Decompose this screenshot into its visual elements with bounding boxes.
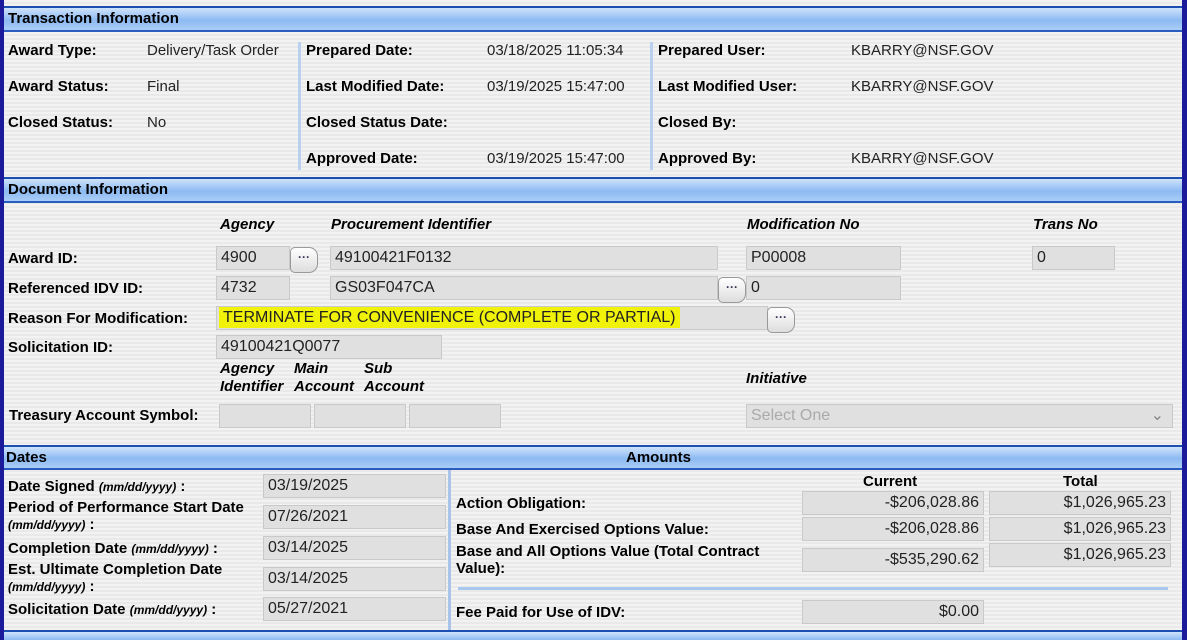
transaction-header: Transaction Information (4, 6, 1182, 32)
section-title: Document Information (8, 181, 168, 198)
approved-by-value: KBARRY@NSF.GOV (851, 150, 994, 167)
date-signed-field[interactable]: 03/19/2025 (263, 474, 446, 498)
idv-agency-field[interactable]: 4732 (216, 276, 290, 300)
base-exercised-current[interactable]: -$206,028.86 (802, 517, 984, 541)
closed-status-value: No (147, 114, 167, 131)
approved-date-value: 03/19/2025 15:47:00 (487, 150, 625, 167)
divider (448, 470, 451, 630)
base-all-options-total[interactable]: $1,026,965.23 (989, 543, 1171, 567)
ult-completion-label: Est. Ultimate Completion Date (mm/dd/yyyy… (8, 561, 223, 595)
pop-start-label: Period of Performance Start Date (mm/dd/y… (8, 499, 244, 533)
col-current: Current (863, 473, 918, 490)
action-obligation-total[interactable]: $1,026,965.23 (989, 491, 1171, 515)
last-modified-date-value: 03/19/2025 15:47:00 (487, 78, 625, 95)
award-type-value: Delivery/Task Order (147, 42, 279, 59)
chevron-down-icon: ⌄ (1150, 407, 1164, 424)
solicitation-date-label: Solicitation Date (mm/dd/yyyy) : (8, 601, 217, 618)
prepared-user-value: KBARRY@NSF.GOV (851, 42, 994, 59)
section-title: Transaction Information (8, 10, 179, 27)
divider (298, 42, 301, 170)
action-obligation-label: Action Obligation: (456, 495, 586, 512)
base-all-options-current[interactable]: -$535,290.62 (802, 548, 984, 572)
base-all-options-label: Base and All Options Value (Total Contra… (456, 543, 760, 577)
tas-col-sub-account: Sub Account (364, 360, 424, 395)
reason-field[interactable]: TERMINATE FOR CONVENIENCE (COMPLETE OR P… (216, 306, 768, 330)
amounts-title: Amounts (626, 449, 691, 466)
last-modified-user-value: KBARRY@NSF.GOV (851, 78, 994, 95)
dates-title: Dates (6, 449, 47, 466)
ult-completion-field[interactable]: 03/14/2025 (263, 567, 446, 591)
bottom-bar (4, 630, 1182, 640)
reason-value: TERMINATE FOR CONVENIENCE (COMPLETE OR P… (219, 307, 680, 328)
divider (458, 587, 1168, 590)
page: Transaction Information Award Type: Deli… (4, 0, 1182, 640)
prepared-date-value: 03/18/2025 11:05:34 (487, 42, 624, 59)
initiative-select[interactable]: Select One ⌄ (746, 404, 1173, 428)
last-modified-date-label: Last Modified Date: (306, 78, 445, 95)
tas-main-account-field[interactable] (314, 404, 406, 428)
dates-amounts-header: Dates Amounts (4, 445, 1182, 470)
more-icon: ··· (726, 280, 738, 294)
idv-id-label: Referenced IDV ID: (8, 280, 144, 297)
initiative-label: Initiative (746, 370, 807, 387)
idv-procurement-field[interactable]: GS03F047CA (330, 276, 718, 300)
initiative-placeholder: Select One (751, 407, 831, 424)
date-signed-label: Date Signed (mm/dd/yyyy) : (8, 478, 186, 495)
base-exercised-total[interactable]: $1,026,965.23 (989, 517, 1171, 541)
solicitation-id-label: Solicitation ID: (8, 339, 113, 356)
idv-modification-field[interactable]: 0 (746, 276, 901, 300)
pop-start-field[interactable]: 07/26/2021 (263, 505, 446, 529)
award-trans-field[interactable]: 0 (1032, 246, 1115, 270)
closed-status-label: Closed Status: (8, 114, 114, 131)
more-icon: ··· (298, 250, 310, 264)
solicitation-date-field[interactable]: 05/27/2021 (263, 597, 446, 621)
award-procurement-field[interactable]: 49100421F0132 (330, 246, 718, 270)
col-procurement-identifier: Procurement Identifier (331, 216, 492, 233)
closed-by-label: Closed By: (658, 114, 737, 131)
fee-field[interactable]: $0.00 (802, 600, 984, 624)
col-agency: Agency (220, 216, 275, 233)
completion-date-label: Completion Date (mm/dd/yyyy) : (8, 540, 218, 557)
award-agency-field[interactable]: 4900 (216, 246, 290, 270)
award-lookup-button[interactable]: ··· (290, 247, 318, 273)
col-modification-no: Modification No (747, 216, 860, 233)
approved-by-label: Approved By: (658, 150, 757, 167)
idv-lookup-button[interactable]: ··· (718, 277, 746, 303)
col-total: Total (1063, 473, 1098, 490)
solicitation-id-field[interactable]: 49100421Q0077 (216, 335, 442, 359)
tas-col-main-account: Main Account (294, 360, 354, 395)
award-status-value: Final (147, 78, 180, 95)
award-status-label: Award Status: (8, 78, 109, 95)
award-type-label: Award Type: (8, 42, 97, 59)
tas-sub-account-field[interactable] (409, 404, 501, 428)
award-modification-field[interactable]: P00008 (746, 246, 901, 270)
prepared-user-label: Prepared User: (658, 42, 766, 59)
approved-date-label: Approved Date: (306, 150, 418, 167)
reason-label: Reason For Modification: (8, 310, 188, 327)
completion-date-field[interactable]: 03/14/2025 (263, 536, 446, 560)
base-exercised-label: Base And Exercised Options Value: (456, 521, 709, 538)
divider (650, 42, 653, 170)
action-obligation-current[interactable]: -$206,028.86 (802, 491, 984, 515)
tas-col-agency-identifier: Agency Identifier (220, 360, 284, 395)
fee-label: Fee Paid for Use of IDV: (456, 604, 626, 621)
prepared-date-label: Prepared Date: (306, 42, 413, 59)
reason-lookup-button[interactable]: ··· (767, 307, 795, 333)
award-id-label: Award ID: (8, 250, 78, 267)
last-modified-user-label: Last Modified User: (658, 78, 798, 95)
more-icon: ··· (775, 310, 787, 324)
closed-status-date-label: Closed Status Date: (306, 114, 448, 131)
tas-agency-identifier-field[interactable] (219, 404, 311, 428)
document-header: Document Information (4, 177, 1182, 203)
tas-label: Treasury Account Symbol: (9, 407, 199, 424)
col-trans-no: Trans No (1033, 216, 1098, 233)
